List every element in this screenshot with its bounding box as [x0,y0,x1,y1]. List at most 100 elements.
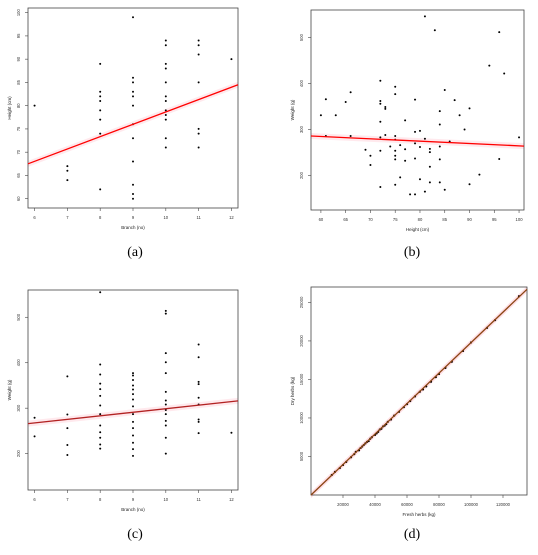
data-point [132,398,134,401]
data-point [66,375,69,378]
data-point [498,157,501,160]
x-tick-label: 70 [368,217,373,222]
data-point [66,427,69,430]
data-point [164,81,167,84]
scatter-plot-d: 20000 40000 60000 80000 100000 120000 5000 1000… [290,286,528,517]
data-point [164,309,167,312]
data-point [414,130,417,133]
data-point [418,146,421,149]
data-point [197,127,200,130]
x-axis-label: Height (cm) [406,227,430,232]
chart-panel-b: 60 65 70 75 80 85 90 95 100 200 300 400 500 Height (c… [269,0,538,275]
data-point [428,147,431,150]
data-point [349,134,352,137]
data-point [379,100,382,103]
data-point [132,372,134,375]
x-tick-label: 120000 [496,502,511,507]
y-tick-label: 90 [16,56,21,61]
data-point [453,99,456,102]
data-point [197,39,200,42]
data-point [379,120,382,123]
chart-panel-a: 6 7 8 9 10 11 12 60 65 70 75 80 85 90 95 100 Branch (no)… [0,0,269,275]
data-point [99,363,102,366]
data-point [418,129,421,132]
data-point [164,39,167,42]
data-point [132,379,134,381]
data-point [164,312,167,315]
data-point [468,183,471,186]
data-point [438,181,441,184]
x-tick-label: 9 [132,215,135,220]
data-point [99,394,102,397]
data-point [164,67,167,70]
data-point [334,114,337,117]
data-point [132,104,134,107]
data-point [414,193,417,196]
data-point [379,136,382,139]
y-tick-label: 65 [16,172,21,177]
data-point [230,431,233,434]
y-axis-label: Height (cm) [7,96,12,120]
data-point [399,144,402,147]
data-point [197,132,200,135]
data-point [197,343,200,346]
data-point [164,113,167,116]
x-tick-label: 80000 [433,502,445,507]
data-point [230,58,233,61]
data-point [99,388,102,391]
data-point [443,188,446,191]
data-point [99,413,102,416]
x-tick-label: 10 [163,215,168,220]
data-point [443,89,446,91]
data-point [99,118,102,121]
data-point [197,380,200,383]
data-point [99,404,102,407]
y-tick-label: 200 [16,449,21,457]
data-point [394,134,397,137]
plot-frame [310,286,528,496]
y-tick-label: 80 [16,103,21,108]
x-tick-label: 75 [393,217,398,222]
data-point [394,158,397,161]
x-tick-label: 20000 [337,502,349,507]
data-point [164,452,167,455]
data-point [99,447,102,450]
data-point [164,62,167,65]
data-point [468,107,471,110]
x-tick-label: 12 [229,215,234,220]
x-tick-label: 8 [99,215,102,220]
x-tick-label: 60000 [401,502,413,507]
data-point [164,372,167,375]
data-point [132,413,134,416]
chart-panel-d: 20000 40000 60000 80000 100000 120000 5000 1000… [269,275,538,550]
x-tick-label: 7 [66,497,69,502]
data-point [132,427,134,430]
data-point [394,183,397,186]
data-point [132,197,134,200]
data-point [384,107,387,110]
data-point [99,109,102,112]
data-point [319,114,322,117]
x-tick-label: 6 [33,497,36,502]
data-point [488,64,491,67]
data-point [384,106,387,109]
data-point [164,109,167,112]
data-point [66,165,69,168]
data-point [132,388,134,391]
data-point [389,145,392,148]
data-point [369,154,372,157]
data-point [404,159,407,162]
data-point [99,431,102,434]
y-tick-label: 20000 [299,334,304,346]
x-tick-label: 40000 [369,502,381,507]
data-point [379,102,382,105]
data-point [164,95,167,98]
data-point [132,384,134,387]
panel-label-b: (b) [403,245,421,260]
data-point [132,441,134,444]
data-point [66,413,69,416]
data-point [197,418,200,421]
data-point [379,149,382,152]
data-point [164,424,167,427]
data-point [99,373,102,376]
